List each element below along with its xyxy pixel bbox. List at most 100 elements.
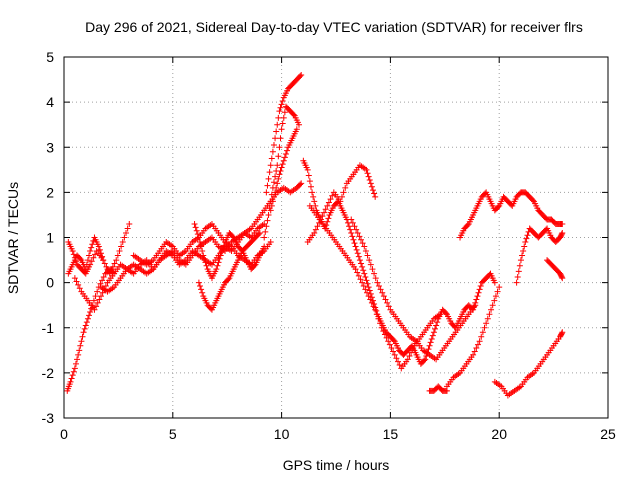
data-point (270, 193, 277, 200)
data-point (220, 242, 227, 249)
data-point (319, 213, 326, 220)
data-point (377, 320, 384, 327)
data-point (309, 189, 316, 196)
data-point (86, 312, 93, 319)
data-point (483, 320, 490, 327)
series-s17 (426, 383, 450, 394)
data-point (256, 229, 263, 236)
data-point (361, 243, 368, 250)
data-point (357, 276, 364, 283)
data-point (380, 293, 387, 300)
y-tick-label: -3 (42, 410, 55, 426)
data-point (87, 248, 94, 255)
data-point (356, 233, 363, 240)
data-point (472, 302, 479, 309)
data-point (352, 243, 359, 250)
data-point (358, 260, 365, 267)
data-point (372, 275, 379, 282)
data-point (360, 267, 367, 274)
data-point (297, 181, 304, 188)
y-axis-label: SDTVAR / TECUs (5, 182, 21, 294)
data-point (99, 277, 106, 284)
data-point (293, 126, 300, 133)
data-point (516, 262, 523, 269)
data-point (473, 296, 480, 303)
x-tick-label: 25 (600, 426, 616, 442)
data-point (381, 331, 388, 338)
data-point (216, 255, 223, 262)
data-point (409, 346, 416, 353)
data-point (559, 220, 566, 227)
data-point (265, 175, 272, 182)
series-s13 (300, 157, 498, 367)
series-s22 (544, 257, 566, 282)
data-point (75, 351, 82, 358)
data-point (385, 338, 392, 345)
data-point (270, 179, 277, 186)
data-point (471, 348, 478, 355)
data-point (362, 248, 369, 255)
data-point (225, 276, 232, 283)
data-point (382, 296, 389, 303)
data-point (274, 162, 281, 169)
data-point (279, 97, 286, 104)
data-point (81, 325, 88, 332)
data-point (202, 259, 209, 266)
data-point (317, 216, 324, 223)
data-point (340, 189, 347, 196)
data-point (470, 351, 477, 358)
data-point (307, 183, 314, 190)
data-point (280, 114, 287, 121)
data-point (192, 224, 199, 231)
data-point (521, 243, 528, 250)
data-point (84, 315, 91, 322)
data-point (377, 286, 384, 293)
data-point (522, 239, 529, 246)
data-point (69, 248, 76, 255)
data-point (298, 180, 305, 187)
data-point (366, 176, 373, 183)
data-point (96, 246, 103, 253)
data-point (282, 151, 289, 158)
data-point (270, 141, 277, 148)
data-point (360, 283, 367, 290)
data-point (359, 263, 366, 270)
data-point (82, 322, 89, 329)
x-tick-label: 10 (274, 426, 290, 442)
data-point (434, 319, 441, 326)
data-point (88, 244, 95, 251)
data-point (478, 333, 485, 340)
data-point (362, 273, 369, 280)
data-point (365, 284, 372, 291)
data-point (72, 360, 79, 367)
data-point (519, 252, 526, 259)
data-point (559, 229, 566, 236)
data-point (67, 378, 74, 385)
data-point (74, 356, 81, 363)
series-s19 (457, 189, 566, 241)
data-point (198, 286, 205, 293)
data-point (77, 342, 84, 349)
data-point (191, 220, 198, 227)
data-point (373, 311, 380, 318)
data-point (353, 226, 360, 233)
data-point (114, 252, 121, 259)
data-point (284, 147, 291, 154)
data-point (515, 268, 522, 275)
data-point (272, 135, 279, 142)
data-point (479, 329, 486, 336)
data-point (523, 235, 530, 242)
data-point (88, 258, 95, 265)
data-point (71, 365, 78, 372)
data-point (355, 272, 362, 279)
data-point (201, 255, 208, 262)
data-point (79, 333, 86, 340)
data-point (218, 249, 225, 256)
data-point (83, 319, 90, 326)
data-point (442, 310, 449, 317)
series-s18 (443, 284, 503, 390)
data-point (111, 260, 118, 267)
data-point (364, 289, 371, 296)
data-point (529, 197, 536, 204)
